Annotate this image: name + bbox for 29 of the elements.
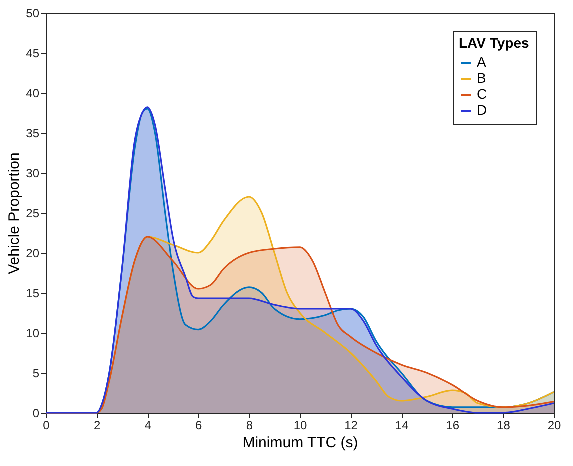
x-tick-label: 4 <box>144 418 152 432</box>
x-tick-label: 16 <box>446 418 460 432</box>
legend-label: A <box>477 54 487 70</box>
x-tick-label: 10 <box>294 418 308 432</box>
x-tick-label: 2 <box>94 418 101 432</box>
x-tick-label: 6 <box>196 418 203 432</box>
y-tick-label: 20 <box>26 246 40 260</box>
y-tick-label: 10 <box>26 326 40 340</box>
x-axis-title: Minimum TTC (s) <box>242 434 358 452</box>
legend-title: LAV Types <box>459 35 530 51</box>
x-tick-label: 0 <box>43 418 50 432</box>
legend-label: B <box>477 70 486 86</box>
legend-label: C <box>477 86 488 102</box>
y-axis-title: Vehicle Proportion <box>6 152 24 274</box>
y-tick-label: 50 <box>26 6 40 20</box>
legend-label: D <box>477 102 488 118</box>
x-tick-label: 14 <box>395 418 410 432</box>
y-tick-label: 15 <box>26 286 40 300</box>
y-tick-label: 40 <box>26 86 40 100</box>
x-tick-label: 20 <box>548 418 562 432</box>
y-tick-label: 45 <box>26 46 40 60</box>
y-tick-label: 5 <box>32 366 40 380</box>
x-tick-label: 18 <box>497 418 511 432</box>
x-tick-label: 12 <box>344 418 358 432</box>
y-tick-label: 35 <box>26 126 40 140</box>
y-tick-label: 30 <box>26 166 40 180</box>
y-tick-label: 0 <box>32 406 40 420</box>
y-tick-label: 25 <box>26 206 40 220</box>
x-tick-label: 8 <box>246 418 254 432</box>
